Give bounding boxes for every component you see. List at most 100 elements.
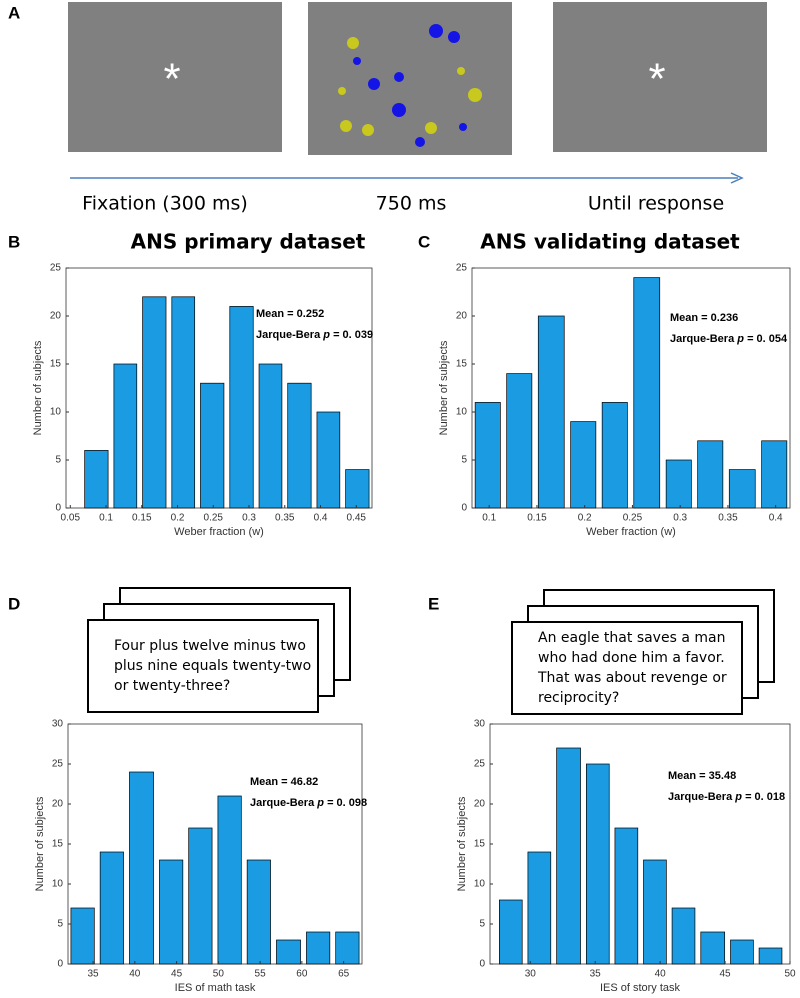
annotation-part: Jarque-Bera — [256, 329, 321, 341]
annotation-part: = 0. 054 — [747, 333, 788, 345]
x-tick-label: 65 — [338, 969, 350, 980]
x-axis-label: IES of math task — [175, 982, 256, 994]
fixation: * — [163, 55, 180, 104]
y-tick-label: 20 — [474, 799, 486, 810]
card-text: reciprocity? — [538, 690, 619, 706]
y-tick-label: 25 — [50, 263, 62, 274]
annotation: Mean = 35.48 — [668, 770, 736, 782]
annotation: Mean = 0.236 — [670, 312, 738, 324]
x-tick-label: 40 — [129, 969, 141, 980]
annotation: Mean = 46.82 — [250, 776, 318, 788]
bar — [345, 469, 370, 509]
annotation-part: = 0. 098 — [327, 797, 367, 809]
card-text: plus nine equals twenty-two — [114, 658, 311, 674]
y-tick-label: 15 — [474, 839, 486, 850]
bar — [614, 827, 639, 965]
x-axis-label: IES of story task — [600, 982, 681, 994]
panel-letter: A — [8, 3, 20, 22]
x-tick-label: 50 — [784, 969, 796, 980]
x-tick-label: 0.1 — [99, 513, 113, 524]
fixation: * — [648, 55, 665, 104]
x-tick-label: 0.2 — [578, 513, 592, 524]
bar — [316, 411, 341, 509]
x-tick-label: 0.25 — [204, 513, 224, 524]
bar — [217, 795, 242, 965]
dots — [338, 24, 482, 147]
bar — [159, 859, 184, 965]
annotation: Jarque-Bera p = 0. 054 — [670, 333, 788, 345]
y-tick-label: 10 — [474, 879, 486, 890]
bar — [474, 402, 501, 509]
x-axis-label: Weber fraction (w) — [174, 526, 264, 538]
x-tick-label: 0.3 — [673, 513, 687, 524]
annotation-part: p — [316, 797, 324, 809]
annotation-part: = 0. 039 — [333, 329, 373, 341]
y-axis-label: Number of subjects — [34, 796, 46, 891]
screen — [68, 2, 282, 152]
arrow-head — [730, 172, 744, 184]
bar — [113, 363, 138, 509]
y-tick-label: 25 — [474, 759, 486, 770]
y-tick-label: 20 — [456, 311, 468, 322]
annotation: Mean = 0.252 — [256, 308, 324, 320]
x-tick-label: 0.15 — [132, 513, 152, 524]
y-tick-label: 25 — [52, 759, 64, 770]
y-axis-label: Number of subjects — [32, 340, 44, 435]
y-tick-label: 15 — [52, 839, 64, 850]
x-tick-label: 0.1 — [482, 513, 496, 524]
x-tick-label: 55 — [255, 969, 267, 980]
x-tick-label: 35 — [590, 969, 602, 980]
y-tick-label: 30 — [52, 719, 64, 730]
bar — [335, 931, 360, 965]
bar — [537, 315, 565, 509]
annotation-part: Jarque-Bera — [668, 791, 733, 803]
annotation-part: = 0. 018 — [745, 791, 785, 803]
panel-letter: D — [8, 594, 20, 613]
panel-letter: B — [8, 232, 20, 251]
chart-title: ANS primary dataset — [131, 230, 366, 254]
panel-letter: E — [428, 594, 439, 613]
screen — [308, 2, 512, 155]
annotation-part: p — [736, 333, 744, 345]
y-tick-label: 0 — [57, 959, 63, 970]
x-tick-label: 45 — [720, 969, 732, 980]
x-tick-label: 60 — [296, 969, 308, 980]
card-text: who had done him a favor. — [538, 650, 725, 666]
x-tick-label: 0.4 — [769, 513, 783, 524]
y-tick-label: 20 — [50, 311, 62, 322]
bar — [506, 373, 533, 509]
x-tick-label: 0.15 — [527, 513, 547, 524]
x-tick-label: 40 — [655, 969, 667, 980]
bar — [276, 939, 301, 965]
bar — [99, 851, 124, 965]
bar — [142, 296, 167, 509]
bar — [570, 421, 597, 509]
bar — [633, 277, 661, 509]
x-tick-label: 45 — [171, 969, 183, 980]
bar — [258, 363, 283, 509]
y-tick-label: 0 — [55, 503, 61, 514]
annotation-part: Jarque-Bera — [670, 333, 735, 345]
bar — [229, 306, 254, 509]
card — [87, 619, 319, 713]
bar — [665, 459, 692, 509]
x-tick-label: 0.3 — [242, 513, 256, 524]
bar — [200, 382, 225, 509]
bar — [671, 907, 696, 965]
x-tick-label: 30 — [525, 969, 537, 980]
bar — [728, 469, 756, 509]
bar — [306, 931, 331, 965]
bar — [70, 907, 95, 965]
y-tick-label: 0 — [479, 959, 485, 970]
bar — [730, 939, 754, 965]
bar — [601, 402, 628, 509]
x-tick-label: 0.2 — [171, 513, 185, 524]
annotation: Jarque-Bera p = 0. 018 — [668, 791, 785, 803]
bar — [643, 859, 667, 965]
x-tick-label: 35 — [87, 969, 99, 980]
y-tick-label: 15 — [50, 359, 62, 370]
y-tick-label: 10 — [456, 407, 468, 418]
y-tick-label: 15 — [456, 359, 468, 370]
y-tick-label: 10 — [52, 879, 64, 890]
